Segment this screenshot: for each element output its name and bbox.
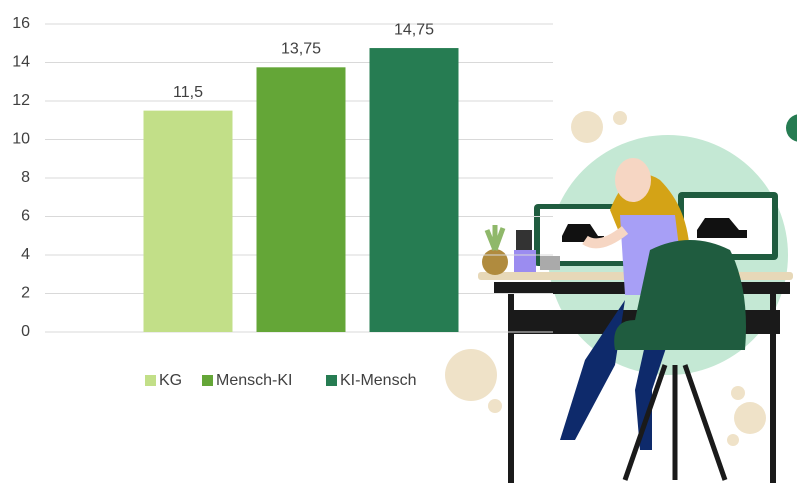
y-tick-label: 14 [12,54,30,71]
y-tick-label: 2 [21,285,30,302]
data-label: 13,75 [281,41,321,58]
bar [256,67,346,332]
y-tick-label: 6 [21,208,30,225]
legend-swatch [326,375,337,386]
data-label: 11,5 [173,84,203,101]
legend-label: KI-Mensch [340,372,416,389]
y-tick-label: 16 [12,15,30,32]
bar [143,110,233,332]
legend-label: KG [159,372,182,389]
legend-label: Mensch-KI [216,372,292,389]
data-label: 14,75 [394,21,434,38]
y-tick-label: 10 [12,131,30,148]
bar [369,48,459,332]
y-tick-label: 12 [12,92,30,109]
y-tick-label: 8 [21,169,30,186]
illustration [445,111,797,483]
legend-swatch [202,375,213,386]
legend-swatch [145,375,156,386]
y-tick-label: 0 [21,323,30,340]
y-tick-label: 4 [21,246,30,263]
